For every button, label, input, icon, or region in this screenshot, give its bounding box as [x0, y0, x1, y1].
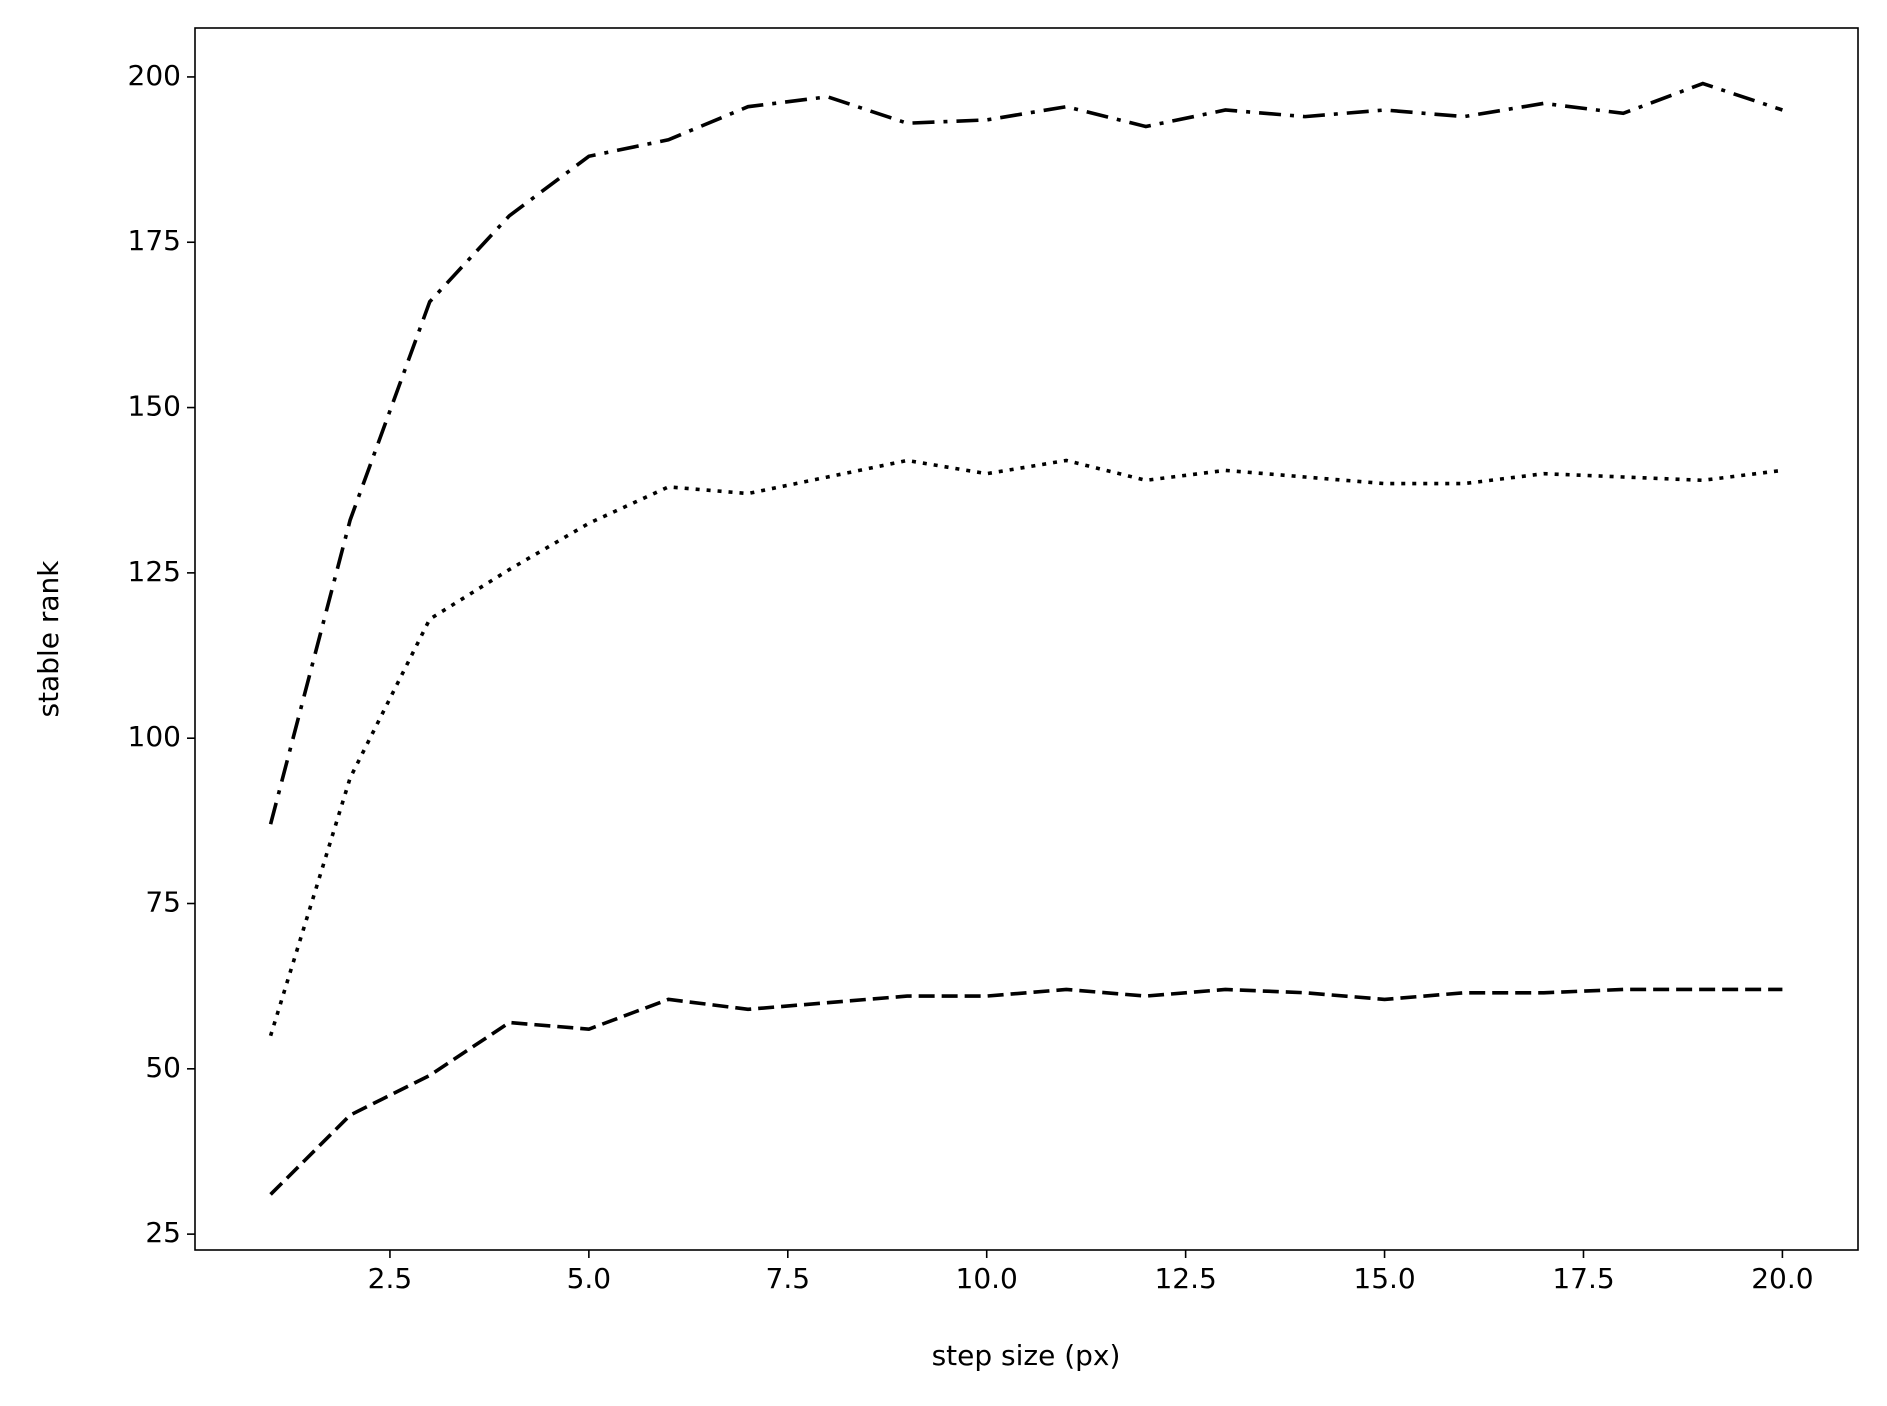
y-tick-label: 150 — [128, 390, 181, 423]
y-tick-label: 50 — [145, 1051, 181, 1084]
x-axis-label: step size (px) — [932, 1339, 1121, 1372]
y-tick-label: 125 — [128, 555, 181, 588]
x-tick-label: 2.5 — [368, 1262, 413, 1295]
y-tick-label: 100 — [128, 720, 181, 753]
x-tick-label: 15.0 — [1353, 1262, 1415, 1295]
y-tick-label: 175 — [128, 224, 181, 257]
line-series — [269, 987, 1783, 1196]
y-tick-label: 25 — [145, 1216, 181, 1249]
plot-frame — [194, 27, 1859, 1251]
x-tick-label: 12.5 — [1154, 1262, 1216, 1295]
line-series — [268, 458, 1783, 1037]
x-tick-label: 5.0 — [567, 1262, 612, 1295]
x-tick-label: 10.0 — [956, 1262, 1018, 1295]
line-series — [268, 81, 1783, 825]
x-tick-label: 17.5 — [1552, 1262, 1614, 1295]
x-tick-label: 20.0 — [1751, 1262, 1813, 1295]
y-axis-label: stable rank — [32, 560, 65, 718]
x-tick-label: 7.5 — [766, 1262, 811, 1295]
y-tick-label: 200 — [128, 59, 181, 92]
y-tick-label: 75 — [145, 886, 181, 919]
